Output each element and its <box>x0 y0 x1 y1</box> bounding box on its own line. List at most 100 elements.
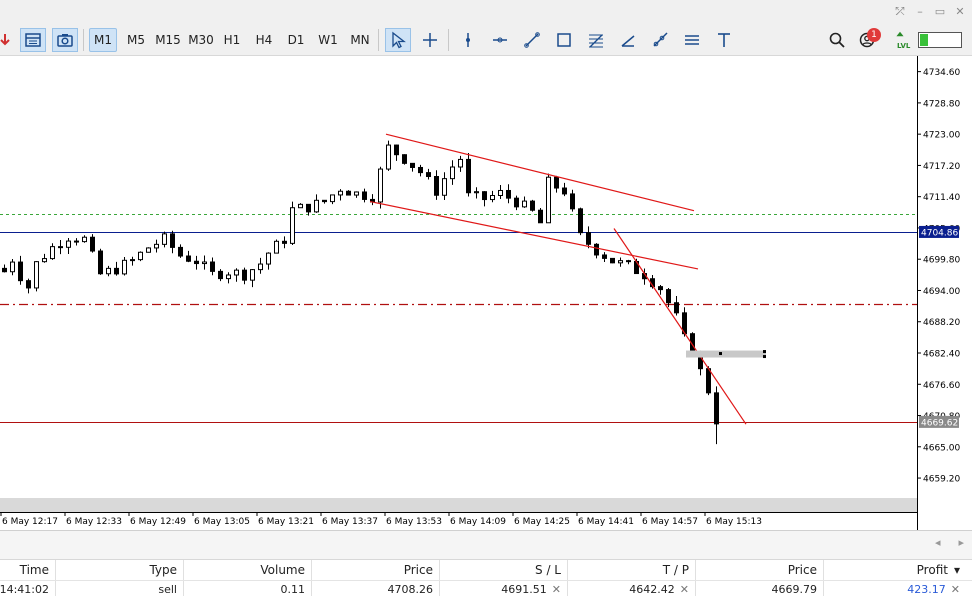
timeframe-d1[interactable]: D1 <box>287 33 305 47</box>
col-volume[interactable]: Volume <box>184 560 312 580</box>
candle-26 <box>210 257 215 276</box>
trendline-icon[interactable] <box>519 28 545 52</box>
timeframe-mn[interactable]: MN <box>350 33 370 47</box>
close-position-icon[interactable]: ✕ <box>950 582 960 596</box>
remove-sl-icon[interactable]: ✕ <box>551 582 561 596</box>
remove-tp-icon[interactable]: ✕ <box>679 582 689 596</box>
angle-line-icon[interactable] <box>615 28 641 52</box>
trendline-1 <box>369 200 699 270</box>
row-sl-value[interactable]: 4691.51 <box>501 582 547 596</box>
candle-body <box>138 251 143 261</box>
candle-14 <box>114 261 119 276</box>
candle-61 <box>490 190 495 203</box>
chart-scrollbar-strip <box>0 498 917 512</box>
candle-40 <box>322 199 327 204</box>
candle-body <box>434 176 439 196</box>
col-price[interactable]: Price <box>312 560 440 580</box>
candle-body <box>218 270 223 280</box>
col-current-price[interactable]: Price <box>696 560 824 580</box>
row-tp-value[interactable]: 4642.42 <box>629 582 675 596</box>
time-label-1: 6 May 12:33 <box>66 517 122 527</box>
candle-44 <box>354 191 359 198</box>
candle-body <box>450 166 455 180</box>
vertical-line-icon[interactable] <box>455 28 481 52</box>
candle-84 <box>674 296 679 316</box>
candle-body <box>330 194 335 203</box>
timeframe-m30[interactable]: M30 <box>188 33 214 47</box>
candle-body <box>154 243 159 249</box>
candle-body <box>610 257 615 264</box>
ray-icon[interactable] <box>647 28 673 52</box>
candle-body <box>98 250 103 275</box>
cursor-icon[interactable] <box>385 28 411 52</box>
table-row[interactable]: 06 14:41:02 sell 0.11 4708.26 4691.51 ✕ … <box>0 581 972 596</box>
timeframe-m5[interactable]: M5 <box>127 33 145 47</box>
candle-74 <box>594 243 599 259</box>
candle-body <box>58 246 63 249</box>
candle-body <box>602 254 607 259</box>
search-icon[interactable] <box>824 28 850 52</box>
candle-66 <box>530 199 535 212</box>
col-profit[interactable]: Profit ▾ <box>824 560 972 580</box>
channel-icon[interactable] <box>679 28 705 52</box>
candle-30 <box>242 267 247 285</box>
minimize-icon[interactable]: – <box>917 5 923 18</box>
screenshot-icon[interactable] <box>52 28 78 52</box>
candle-19 <box>154 239 159 253</box>
price-label-10: 4676.60 <box>923 381 960 391</box>
restore-icon[interactable]: ▭ <box>934 5 946 18</box>
candle-body <box>418 166 423 174</box>
col-profit-menu-icon[interactable]: ▾ <box>953 563 960 577</box>
candle-body <box>410 162 415 168</box>
candle-body <box>114 267 119 275</box>
timeframe-m1[interactable]: M1 <box>89 28 117 52</box>
fibonacci-icon[interactable] <box>583 28 609 52</box>
timeframe-h4[interactable]: H4 <box>255 33 273 47</box>
price-chart[interactable]: 4734.604728.804723.004717.204711.404705.… <box>0 56 972 530</box>
chart-properties-icon[interactable] <box>20 28 46 52</box>
trade-panel: ◂ ▸ Time Type Volume Price S / L T / P P… <box>0 530 972 596</box>
candle-body <box>74 240 79 243</box>
candle-body <box>498 189 503 196</box>
candle-body <box>202 261 207 265</box>
candle-body <box>226 274 231 280</box>
price-label-2: 4723.00 <box>923 131 960 141</box>
horizontal-line-icon[interactable] <box>487 28 513 52</box>
candle-body <box>386 144 391 170</box>
time-label-2: 6 May 12:49 <box>130 517 186 527</box>
candle-body <box>514 197 519 208</box>
col-tp[interactable]: T / P <box>568 560 696 580</box>
undock-icon[interactable]: ⤱ <box>895 5 905 18</box>
candle-25 <box>202 255 207 270</box>
col-sl[interactable]: S / L <box>440 560 568 580</box>
time-label-10: 6 May 14:57 <box>642 517 698 527</box>
time-label-8: 6 May 14:25 <box>514 517 570 527</box>
candle-body <box>666 289 671 304</box>
candle-body <box>442 178 447 196</box>
col-type[interactable]: Type <box>56 560 184 580</box>
candle-body <box>122 259 127 275</box>
timeframe-w1[interactable]: W1 <box>318 33 338 47</box>
text-tool-icon[interactable] <box>711 28 737 52</box>
plot-background <box>0 56 917 498</box>
level-signal-icon <box>892 26 908 50</box>
candle-76 <box>610 257 615 264</box>
timeframe-m15[interactable]: M15 <box>155 33 181 47</box>
candle-24 <box>194 255 199 270</box>
candle-65 <box>522 196 527 208</box>
close-window-icon[interactable]: ✕ <box>955 5 965 18</box>
col-time[interactable]: Time <box>0 560 56 580</box>
candle-body <box>466 158 471 194</box>
scroll-left-icon[interactable]: ◂ <box>934 536 941 549</box>
time-label-11: 6 May 15:13 <box>706 517 762 527</box>
price-label-7: 4694.00 <box>923 287 960 297</box>
chart-canvas[interactable]: 4734.604728.804723.004717.204711.404705.… <box>0 56 972 530</box>
candle-body <box>178 246 183 257</box>
candle-51 <box>410 162 415 172</box>
candle-body <box>298 203 303 209</box>
timeframe-h1[interactable]: H1 <box>223 33 241 47</box>
crosshair-icon[interactable] <box>417 28 443 52</box>
rectangle-icon[interactable] <box>551 28 577 52</box>
scroll-right-icon[interactable]: ▸ <box>958 536 964 549</box>
chart-down-icon[interactable] <box>0 28 18 52</box>
